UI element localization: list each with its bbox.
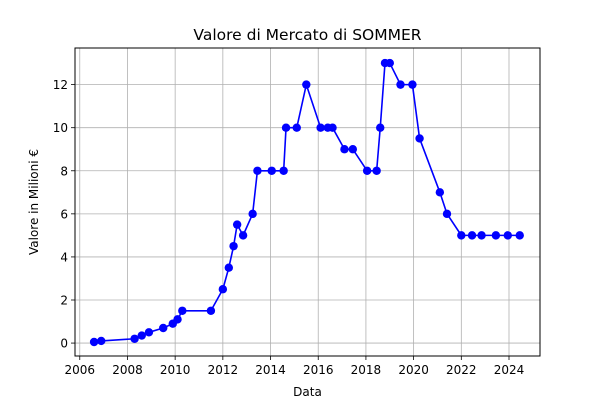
y-tick-label: 2 <box>60 294 68 308</box>
y-tick-label: 12 <box>53 78 68 92</box>
chart-title: Valore di Mercato di SOMMER <box>193 26 421 44</box>
data-point <box>408 80 417 89</box>
data-point <box>316 123 325 132</box>
x-axis-ticks: 2006 2008 2010 2012 2014 2016 2018 2020 2022 2024 <box>64 356 524 377</box>
data-point <box>515 231 524 240</box>
data-point <box>376 123 385 132</box>
data-point <box>178 306 187 315</box>
data-point <box>467 231 477 240</box>
x-axis-title: Data <box>293 385 322 399</box>
data-point <box>372 166 381 175</box>
data-point <box>302 80 311 89</box>
data-point <box>491 231 501 240</box>
data-point <box>396 80 405 89</box>
gridlines <box>75 48 540 356</box>
data-point <box>267 166 276 175</box>
data-point <box>238 231 248 240</box>
data-points <box>89 58 524 347</box>
data-point <box>442 209 452 219</box>
data-point <box>362 166 372 175</box>
data-point <box>144 328 154 337</box>
data-point <box>340 145 349 154</box>
y-tick-label: 4 <box>60 250 68 264</box>
data-point <box>328 123 337 132</box>
y-axis-title: Valore in Milioni € <box>27 149 41 255</box>
data-point <box>224 263 234 272</box>
data-point <box>89 337 99 347</box>
y-tick-label: 8 <box>60 164 68 178</box>
x-tick-label: 2008 <box>112 363 143 377</box>
y-tick-label: 10 <box>53 121 68 135</box>
data-point <box>457 231 466 240</box>
data-point <box>173 315 182 324</box>
y-axis-ticks: 0 2 4 6 8 10 12 <box>53 78 75 351</box>
x-tick-label: 2022 <box>446 363 477 377</box>
x-tick-label: 2006 <box>64 363 95 377</box>
x-tick-label: 2012 <box>208 363 239 377</box>
x-tick-label: 2014 <box>255 363 286 377</box>
data-point <box>292 123 301 132</box>
data-point <box>477 231 486 240</box>
x-tick-label: 2018 <box>351 363 382 377</box>
data-point <box>281 123 291 132</box>
data-point <box>279 166 288 175</box>
x-tick-label: 2016 <box>303 363 334 377</box>
x-tick-label: 2020 <box>398 363 429 377</box>
data-point <box>97 336 106 346</box>
data-point <box>385 58 394 68</box>
data-point <box>415 134 424 143</box>
data-point <box>130 334 139 343</box>
data-point <box>503 231 513 240</box>
plot-area-frame <box>74 47 541 357</box>
data-point <box>248 209 257 219</box>
data-point <box>137 331 146 340</box>
x-tick-label: 2024 <box>494 363 525 377</box>
data-point <box>218 285 228 294</box>
y-tick-label: 6 <box>60 207 68 221</box>
data-point <box>206 306 216 315</box>
data-point <box>232 220 242 229</box>
y-tick-label: 0 <box>60 337 68 351</box>
data-point <box>159 323 168 333</box>
data-point <box>229 241 238 251</box>
data-point <box>348 145 358 154</box>
x-tick-label: 2010 <box>160 363 191 377</box>
data-point <box>253 166 262 175</box>
data-point <box>435 188 445 197</box>
